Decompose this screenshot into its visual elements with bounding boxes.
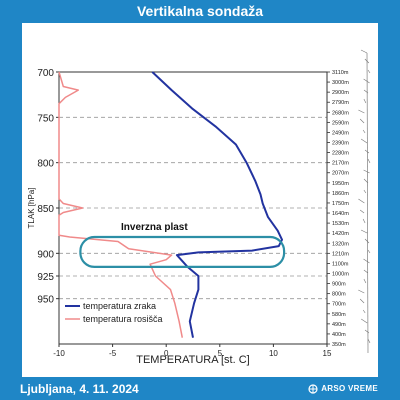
height-label: 1860m (332, 191, 349, 197)
series-line-air-temperature (151, 71, 283, 338)
x-tick-label: 0 (164, 349, 169, 358)
y-tick-label: 925 (37, 272, 54, 283)
height-label: 3000m (332, 80, 349, 86)
height-label: 1000m (332, 271, 349, 277)
height-label: 1950m (332, 181, 349, 187)
height-label: 400m (332, 332, 346, 338)
sounding-panel: 700 750 800 850 900 925 950 -10 -5 0 5 10 15 3110m 3… (22, 23, 378, 377)
height-label: 1100m (332, 261, 349, 267)
height-label: 580m (332, 312, 346, 318)
height-label: 1320m (332, 241, 349, 247)
height-label: 800m (332, 292, 346, 298)
inversion-box (79, 235, 286, 268)
legend-label-dew: temperatura rosišča (83, 314, 163, 324)
height-label: 2680m (332, 110, 349, 116)
x-tick-label: -10 (53, 349, 65, 358)
x-tick-label: -5 (109, 349, 117, 358)
height-label: 900m (332, 282, 346, 288)
grid-layer (59, 71, 327, 300)
x-tick-label: 5 (218, 349, 223, 358)
height-label: 1210m (332, 251, 349, 257)
arso-logo-icon (308, 384, 318, 394)
y-tick-label: 750 (37, 113, 54, 124)
y-tick-label: 800 (37, 159, 54, 170)
height-label: 2900m (332, 90, 349, 96)
height-label: 1750m (332, 201, 349, 207)
legend-label-air: temperatura zraka (83, 301, 156, 311)
brand-logo: ARSO VREME (308, 383, 378, 395)
height-label: 700m (332, 302, 346, 308)
height-label: 2590m (332, 120, 349, 126)
height-label: 2490m (332, 130, 349, 136)
chart-title: Vertikalna sondaža (136, 3, 264, 19)
x-tick-label: 15 (323, 349, 332, 358)
inversion-label: Inverzna plast (121, 222, 188, 233)
series-layer (58, 71, 283, 338)
wind-profile (358, 49, 371, 354)
brand-text: ARSO VREME (321, 384, 378, 393)
y-axis-label: TLAK [hPa] (27, 188, 36, 229)
height-label: 2070m (332, 171, 349, 177)
height-label: 1420m (332, 231, 349, 237)
legend: temperatura zraka temperatura rosišča (65, 301, 163, 324)
height-label: 490m (332, 322, 346, 328)
x-axis: -10 -5 0 5 10 15 (53, 344, 332, 358)
height-label: 2170m (332, 161, 349, 167)
height-label: 2790m (332, 100, 349, 106)
series-line-dew-point (58, 71, 184, 338)
y-tick-label: 850 (37, 204, 54, 215)
height-axis: 3110m 3000m 2900m 2790m 2680m 2590m 2490m 2390m… (327, 70, 349, 348)
location-date: Ljubljana, 4. 11. 2024 (20, 382, 139, 396)
height-label: 350m (332, 342, 346, 348)
height-label: 2280m (332, 151, 349, 157)
wind-staff (366, 52, 369, 354)
height-label: 2390m (332, 141, 349, 147)
wind-barbs (358, 49, 371, 344)
x-tick-label: 10 (269, 349, 278, 358)
y-tick-label: 900 (37, 249, 54, 260)
y-tick-label: 700 (37, 68, 54, 79)
height-label: 1640m (332, 211, 349, 217)
y-axis: 700 750 800 850 900 925 950 (37, 68, 59, 306)
height-label: 1530m (332, 221, 349, 227)
y-tick-label: 950 (37, 295, 54, 306)
x-axis-label: TEMPERATURA [st. C] (136, 354, 249, 366)
height-label: 3110m (332, 70, 349, 76)
